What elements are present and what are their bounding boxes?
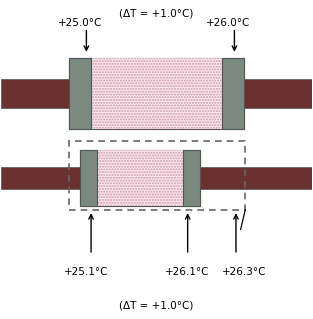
Bar [69, 58, 91, 129]
Bar [80, 150, 200, 205]
Bar [91, 58, 222, 129]
Text: +26.0°C: +26.0°C [206, 18, 250, 28]
Text: +25.0°C: +25.0°C [58, 18, 102, 28]
Text: +26.1°C: +26.1°C [165, 268, 210, 278]
Text: (ΔT = +1.0°C): (ΔT = +1.0°C) [119, 301, 194, 311]
Bar [222, 58, 244, 129]
Bar [244, 79, 312, 108]
Text: +26.3°C: +26.3°C [222, 268, 266, 278]
Bar [1, 79, 69, 108]
Bar [69, 141, 245, 210]
Bar [183, 150, 200, 205]
Bar [97, 150, 183, 205]
Text: +25.1°C: +25.1°C [64, 268, 109, 278]
Bar [69, 58, 244, 129]
Bar [80, 150, 97, 205]
Bar [1, 167, 80, 189]
Bar [200, 167, 312, 189]
Text: (ΔT = +1.0°C): (ΔT = +1.0°C) [119, 9, 194, 19]
